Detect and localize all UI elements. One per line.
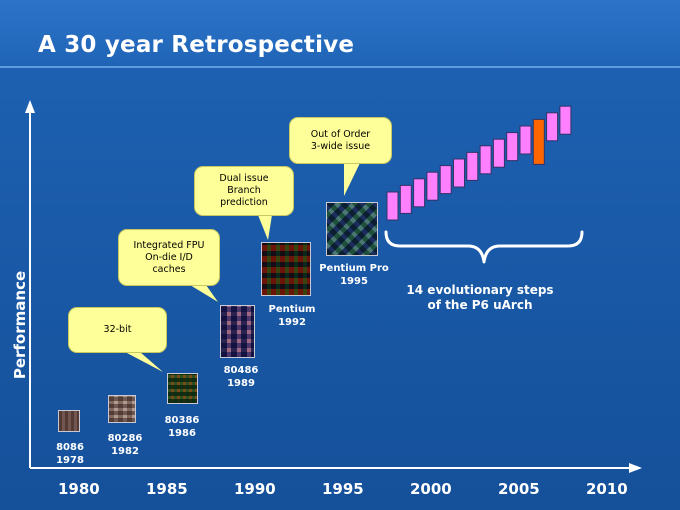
chip-name: 80486	[223, 365, 259, 376]
callout-32-bit: 32-bit	[68, 307, 167, 353]
evolution-step	[559, 105, 572, 135]
chip-label-80486: 80486 1989	[215, 364, 267, 390]
chip-name: 80386	[164, 415, 200, 426]
x-axis-arrow	[629, 463, 642, 473]
chip-name: Pentium Pro	[319, 263, 389, 274]
callout-line: Integrated FPU	[133, 239, 205, 251]
evolution-step	[492, 138, 505, 168]
callout-tail-3	[258, 215, 272, 240]
slide-title: A 30 year Retrospective	[38, 32, 355, 58]
y-axis-label: Performance	[11, 270, 29, 380]
chip-year: 1995	[340, 276, 368, 287]
callout-line: 3-wide issue	[310, 140, 371, 152]
callout-line: prediction	[220, 197, 268, 208]
callout-line: On-die I/D	[145, 251, 193, 263]
die-image-pentium	[261, 242, 311, 296]
chip-year: 1992	[278, 317, 306, 328]
title-bar	[0, 0, 680, 66]
evolution-step	[426, 171, 439, 201]
chip-name: Pentium	[268, 304, 316, 315]
evolution-brace	[384, 230, 584, 264]
evolution-step	[399, 184, 412, 214]
die-image-8086	[58, 410, 80, 432]
evolution-step-highlighted	[532, 118, 545, 165]
chip-label-8086: 8086 1978	[45, 441, 95, 467]
die-image-80486	[220, 305, 255, 358]
year-label-2005: 2005	[498, 480, 540, 498]
evolution-step	[439, 165, 452, 195]
evolution-step	[479, 145, 492, 175]
evolution-caption-line-1: 14 evolutionary steps	[406, 283, 554, 297]
chip-name: 80286	[107, 433, 143, 444]
evolution-step	[466, 151, 479, 181]
evolution-step	[506, 132, 519, 162]
chip-label-80386: 80386 1986	[157, 414, 207, 440]
callout-dual-issue: Dual issue Branch prediction	[194, 166, 294, 216]
callout-line: 32-bit	[103, 324, 132, 335]
callout-out-of-order: Out of Order 3-wide issue	[289, 117, 392, 164]
callout-line: Out of Order	[310, 128, 371, 140]
callout-tail-1	[125, 352, 163, 372]
year-label-1995: 1995	[322, 480, 364, 498]
callout-line: Dual issue	[219, 173, 269, 184]
callout-tail-2	[190, 285, 218, 302]
y-axis-arrow	[25, 100, 35, 113]
year-label-1980: 1980	[58, 480, 100, 498]
year-label-1990: 1990	[234, 480, 276, 498]
chip-year: 1982	[111, 446, 139, 457]
year-label-2000: 2000	[410, 480, 452, 498]
evolution-step	[546, 112, 559, 142]
evolution-step	[413, 178, 426, 208]
callout-tail-4	[344, 163, 360, 196]
chip-year: 1986	[168, 428, 196, 439]
callout-line: caches	[152, 263, 186, 275]
die-image-pentium-pro	[326, 202, 378, 256]
die-image-80386	[167, 373, 198, 404]
evolution-step	[453, 158, 465, 188]
callout-integrated-fpu: Integrated FPU On-die I/D caches	[118, 229, 220, 286]
chip-year: 1989	[227, 378, 255, 389]
year-label-1985: 1985	[146, 480, 188, 498]
evolution-step	[519, 125, 532, 155]
title-underline	[0, 66, 680, 68]
chip-label-pentium: Pentium 1992	[262, 303, 322, 329]
die-image-80286	[108, 395, 136, 423]
evolution-step	[386, 191, 399, 221]
evolution-caption: 14 evolutionary steps of the P6 uArch	[380, 283, 580, 313]
chip-name: 8086	[56, 442, 84, 453]
year-label-2010: 2010	[586, 480, 628, 498]
evolution-steps	[386, 105, 572, 221]
chip-label-80286: 80286 1982	[100, 432, 150, 458]
evolution-caption-line-2: of the P6 uArch	[427, 298, 533, 312]
chip-year: 1978	[56, 455, 84, 466]
callout-line: Branch	[227, 185, 261, 196]
chip-label-pentium-pro: Pentium Pro 1995	[313, 262, 395, 288]
